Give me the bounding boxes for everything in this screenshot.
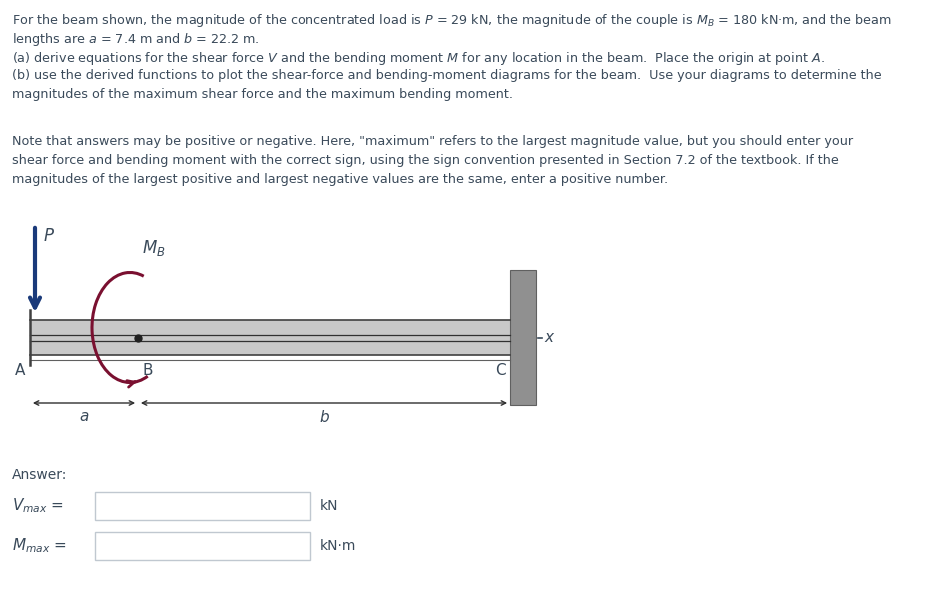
Text: $M_B$: $M_B$ [142,238,165,258]
Bar [95,492,310,520]
Text: $b$: $b$ [319,409,329,425]
Bar [95,532,310,560]
Text: kN: kN [320,499,339,513]
Bar [510,270,536,405]
Text: For the beam shown, the magnitude of the concentrated load is $P$ = 29 kN, the m: For the beam shown, the magnitude of the… [12,12,892,29]
Text: kN·m: kN·m [320,539,357,553]
Text: (b) use the derived functions to plot the shear-force and bending-moment diagram: (b) use the derived functions to plot th… [12,69,882,82]
Text: (a) derive equations for the shear force $V$ and the bending moment $M$ for any : (a) derive equations for the shear force… [12,50,825,67]
Text: magnitudes of the maximum shear force and the maximum bending moment.: magnitudes of the maximum shear force an… [12,88,513,101]
Bar [30,320,510,355]
Text: Answer:: Answer: [12,468,68,482]
Text: $a$: $a$ [79,409,89,424]
Text: Note that answers may be positive or negative. Here, "maximum" refers to the lar: Note that answers may be positive or neg… [12,135,853,148]
Text: shear force and bending moment with the correct sign, using the sign convention : shear force and bending moment with the … [12,154,839,167]
Text: magnitudes of the largest positive and largest negative values are the same, ent: magnitudes of the largest positive and l… [12,173,669,186]
Text: $P$: $P$ [43,227,55,245]
Text: B: B [142,363,152,378]
Text: C: C [495,363,506,378]
Text: lengths are $a$ = 7.4 m and $b$ = 22.2 m.: lengths are $a$ = 7.4 m and $b$ = 22.2 m… [12,31,260,48]
Text: A: A [15,363,25,378]
Text: $V_{max}$ =: $V_{max}$ = [12,497,64,515]
Text: $x$: $x$ [544,330,555,345]
Text: $M_{max}$ =: $M_{max}$ = [12,537,67,555]
